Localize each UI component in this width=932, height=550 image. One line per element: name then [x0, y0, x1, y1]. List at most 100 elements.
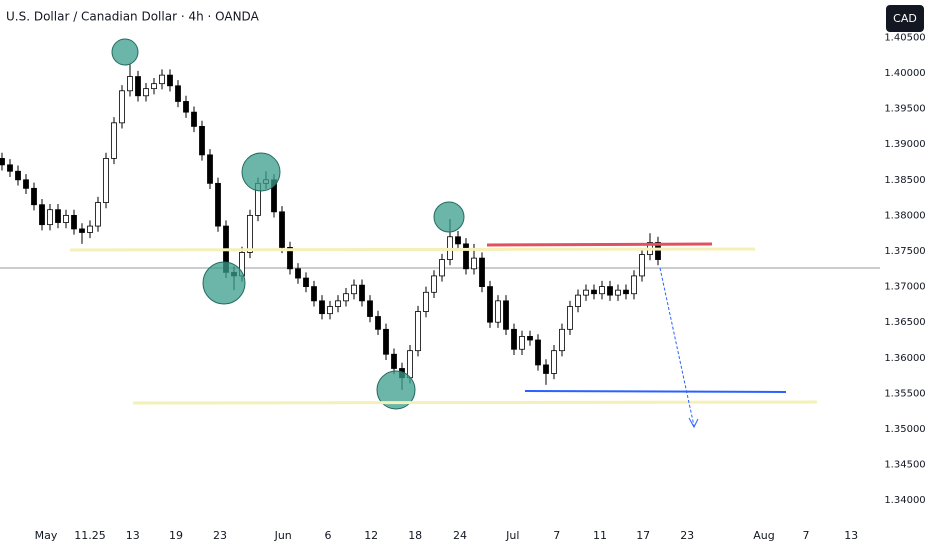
candle-body: [495, 300, 501, 323]
y-tick-label: 1.36500: [884, 317, 925, 328]
candle-body: [295, 268, 301, 279]
candle-body: [591, 289, 597, 295]
y-tick-label: 1.35500: [884, 388, 925, 399]
x-tick-label: 24: [453, 529, 467, 542]
candle-body: [543, 364, 549, 374]
candle-body: [55, 209, 61, 223]
highlight-circle: [202, 261, 246, 305]
candle-body: [215, 182, 221, 227]
currency-label[interactable]: CAD: [893, 12, 917, 25]
highlight-circle: [433, 201, 465, 233]
x-tick-label: 7: [803, 529, 810, 542]
candle-body: [31, 187, 37, 206]
candle-body: [503, 300, 509, 330]
candle-body: [527, 336, 533, 341]
arrow-head: [688, 417, 699, 429]
candle-body: [151, 83, 157, 90]
y-tick-label: 1.40000: [884, 68, 925, 79]
candle-body: [127, 76, 133, 92]
price-axis: [880, 0, 932, 550]
candle-body: [415, 311, 421, 352]
candle-body: [287, 247, 293, 270]
x-tick-label: 23: [680, 529, 694, 542]
candle-body: [343, 293, 349, 302]
candle-body: [391, 353, 397, 369]
highlight-circle: [376, 370, 416, 410]
candle-body: [71, 214, 77, 230]
candle-body: [47, 209, 53, 226]
candle-body: [559, 328, 565, 352]
candle-body: [655, 242, 661, 260]
candle-body: [455, 236, 461, 245]
y-tick-label: 1.40500: [884, 32, 925, 43]
x-tick-label: Jun: [274, 529, 292, 542]
currency-button[interactable]: [886, 5, 924, 32]
x-tick-label: 7: [553, 529, 560, 542]
time-axis: [0, 522, 932, 550]
candle-body: [111, 122, 117, 159]
candle-body: [407, 350, 413, 379]
candle-body: [551, 350, 557, 374]
candle-body: [599, 286, 605, 295]
x-tick-label: 17: [636, 529, 650, 542]
candle-body: [367, 300, 373, 317]
x-tick-label: May: [35, 529, 58, 542]
target-line: [524, 390, 787, 393]
candle-body: [63, 214, 69, 223]
candle-body: [423, 291, 429, 312]
candle-body: [431, 275, 437, 293]
x-tick-label: 13: [126, 529, 140, 542]
x-tick-label: 18: [408, 529, 422, 542]
candle-body: [191, 111, 197, 127]
candle-body: [119, 90, 125, 124]
candle-body: [175, 85, 181, 102]
candle-body: [7, 164, 13, 172]
candle-body: [167, 74, 173, 87]
x-tick-label: 6: [325, 529, 332, 542]
chart-title: U.S. Dollar / Canadian Dollar · 4h · OAN…: [6, 10, 260, 24]
candle-body: [631, 275, 637, 295]
x-tick-label: 12: [364, 529, 378, 542]
x-tick-label: 13: [844, 529, 858, 542]
candle-body: [103, 158, 109, 203]
support-line: [69, 247, 756, 252]
candle-body: [375, 316, 381, 330]
candle-body: [199, 125, 205, 156]
candle-body: [359, 284, 365, 302]
y-tick-label: 1.37000: [884, 282, 925, 293]
candle-body: [335, 300, 341, 307]
x-tick-label: Jul: [505, 529, 519, 542]
candle-body: [607, 286, 613, 296]
y-tick-label: 1.34500: [884, 460, 925, 471]
candle-body: [79, 228, 85, 233]
drawings: [69, 38, 818, 429]
candle-body: [159, 74, 165, 85]
candle-body: [575, 294, 581, 307]
x-tick-label: 11: [593, 529, 607, 542]
candle-body: [623, 289, 629, 295]
candle-body: [519, 336, 525, 350]
candle-body: [15, 170, 21, 181]
y-tick-label: 1.37500: [884, 246, 925, 257]
axes: 1.34000 1.34500 1.35000 1.35500 1.36000 1.365…: [35, 32, 926, 542]
x-tick-label: Aug: [753, 529, 774, 542]
candle-body: [351, 284, 357, 295]
candle-body: [207, 154, 213, 184]
y-tick-label: 1.38000: [884, 210, 925, 221]
candle-body: [0, 158, 5, 166]
candle-body: [535, 339, 541, 366]
candle-body: [39, 204, 45, 226]
y-tick-label: 1.39500: [884, 104, 925, 115]
candle-body: [615, 289, 621, 296]
highlight-circle: [111, 38, 139, 66]
candle-body: [583, 289, 589, 296]
x-tick-label: 23: [213, 529, 227, 542]
forecast-arrow: [659, 267, 695, 427]
resistance-line: [486, 242, 713, 247]
candle-body: [383, 328, 389, 355]
highlight-circle: [241, 152, 281, 192]
x-tick-label: 19: [169, 529, 183, 542]
candle-body: [639, 254, 645, 277]
